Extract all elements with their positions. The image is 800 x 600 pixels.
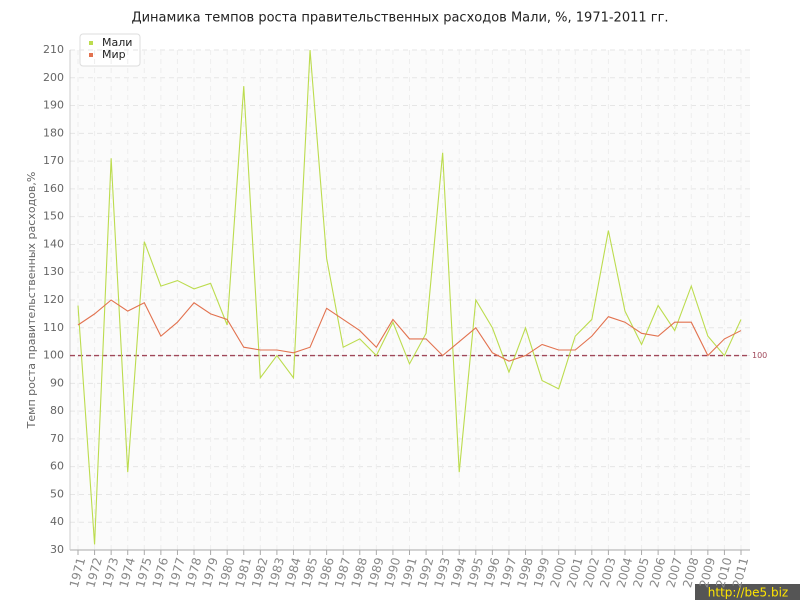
watermark: http://be5.biz xyxy=(708,586,788,600)
y-tick-label: 210 xyxy=(43,43,64,56)
y-tick-label: 80 xyxy=(50,404,64,417)
y-tick-label: 60 xyxy=(50,460,64,473)
legend-swatch xyxy=(89,53,93,57)
series-line xyxy=(77,49,742,545)
series-line xyxy=(77,299,742,362)
y-tick-label: 110 xyxy=(43,321,64,334)
y-tick-label: 190 xyxy=(43,99,64,112)
legend-label: Мир xyxy=(102,48,126,61)
y-tick-label: 120 xyxy=(43,293,64,306)
y-tick-label: 70 xyxy=(50,432,64,445)
reference-label: 100 xyxy=(752,351,767,360)
y-tick-label: 40 xyxy=(50,515,64,528)
y-tick-label: 170 xyxy=(43,154,64,167)
y-tick-label: 100 xyxy=(43,349,64,362)
watermark-bg xyxy=(695,584,800,600)
y-tick-label: 150 xyxy=(43,210,64,223)
y-tick-label: 30 xyxy=(50,543,64,556)
legend-swatch xyxy=(89,41,93,45)
y-tick-label: 90 xyxy=(50,376,64,389)
y-axis-label: Темп роста правительственных расходов,% xyxy=(25,172,38,430)
y-tick-label: 130 xyxy=(43,265,64,278)
chart-title: Динамика темпов роста правительственных … xyxy=(131,11,668,26)
y-tick-label: 140 xyxy=(43,237,64,250)
y-tick-label: 50 xyxy=(50,487,64,500)
legend-label: Мали xyxy=(102,36,132,49)
y-tick-label: 180 xyxy=(43,126,64,139)
y-tick-label: 160 xyxy=(43,182,64,195)
y-tick-label: 200 xyxy=(43,71,64,84)
